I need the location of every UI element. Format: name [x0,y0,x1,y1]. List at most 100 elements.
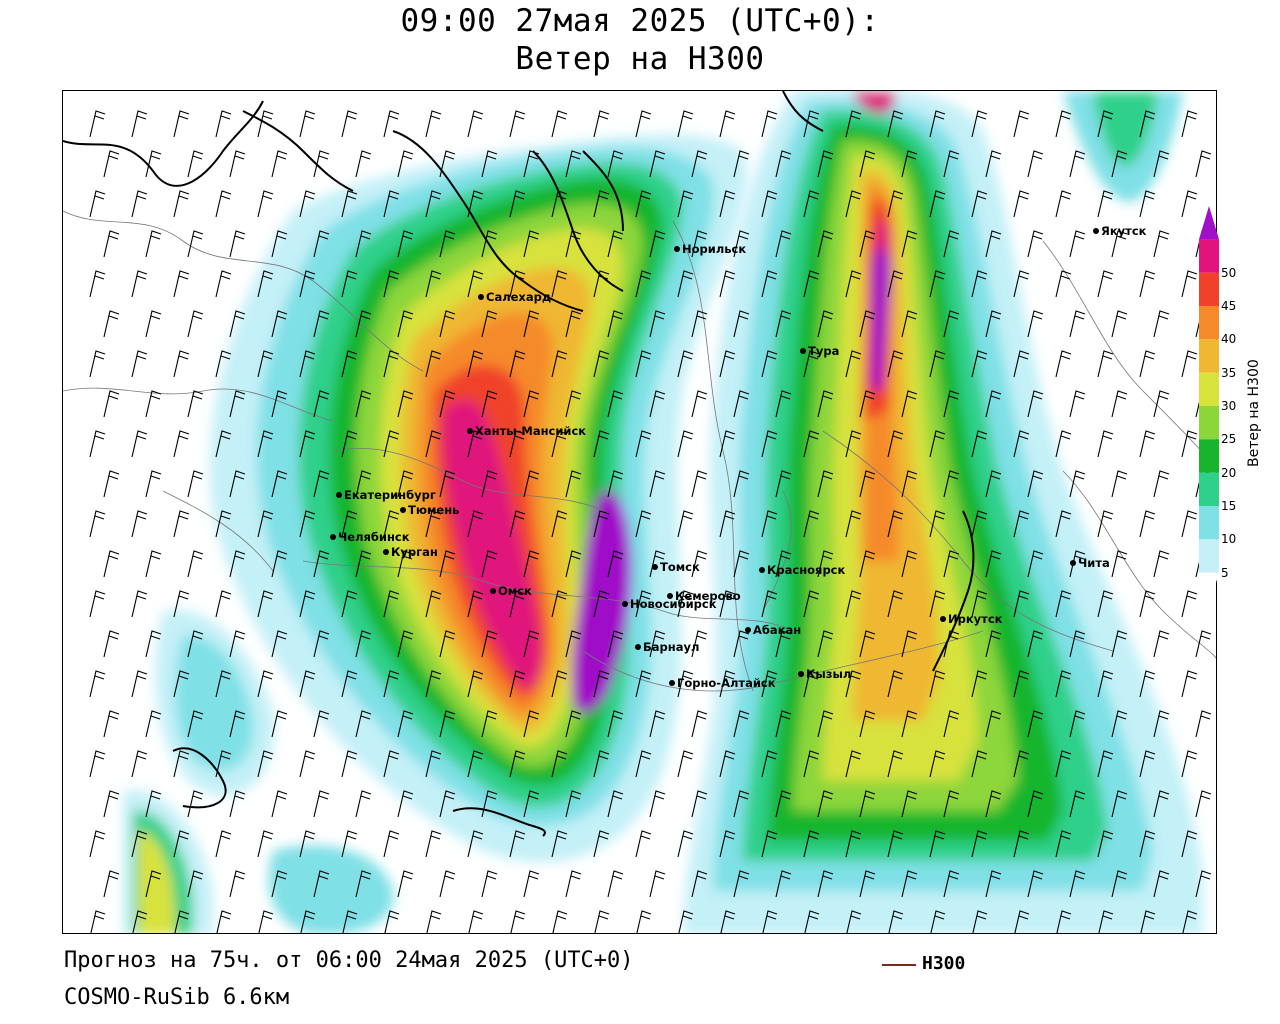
map-frame: Якутск Норильск Салехард Тура Ханты-Мансийск… [62,90,1217,934]
city-label: Томск [660,560,700,574]
wind-barb [733,310,750,338]
wind-barb [187,310,204,338]
wind-barb [313,390,330,418]
wind-barb [691,710,708,738]
wind-barb [481,790,498,818]
wind-barb [1181,510,1198,538]
colorbar [1199,206,1219,606]
wind-barb [1182,910,1198,933]
wind-barb [607,230,624,258]
wind-barb [355,630,372,658]
wind-barb [439,550,456,578]
wind-barb [1140,910,1156,933]
wind-barb [313,870,330,898]
wind-barb [971,750,988,778]
wind-barb [173,830,190,858]
wind-barb [523,310,540,338]
wind-barb [1097,350,1114,378]
wind-barb [271,310,288,338]
wind-barb [131,110,148,138]
wind-barb [397,550,414,578]
wind-barb [845,510,862,538]
wind-barb [383,750,400,778]
wind-barb [1013,190,1030,218]
wind-barb [761,110,778,138]
wind-barb [551,830,568,858]
wind-barb [691,470,708,498]
wind-barb [1111,550,1128,578]
wind-barb [1027,150,1044,178]
wind-barb [89,750,106,778]
wind-barb [341,190,358,218]
wind-barb [1195,150,1212,178]
wind-barb [859,550,876,578]
wind-barb [761,350,778,378]
wind-barb [383,670,400,698]
wind-barb [257,830,274,858]
wind-barb [215,510,232,538]
wind-barb [565,390,582,418]
wind-barb [341,430,358,458]
wind-barb [761,430,778,458]
wind-barb [887,750,904,778]
wind-barb [1153,630,1170,658]
wind-barb [565,150,582,178]
wind-barb [565,470,582,498]
wind-barb [523,150,540,178]
wind-barb [803,750,820,778]
wind-barb [173,510,190,538]
colorbar-tick-label: 5 [1221,565,1229,580]
wind-barb [594,910,610,933]
wind-barb [397,790,414,818]
wind-barb [299,190,316,218]
wind-barb [313,550,330,578]
wind-barb [887,270,904,298]
wind-barb [1069,150,1086,178]
wind-barb [943,230,960,258]
wind-barb [145,630,162,658]
wind-barb [90,910,106,933]
wind-barb [859,150,876,178]
wind-barb [145,150,162,178]
wind-barb [1055,110,1072,138]
wind-barb [817,230,834,258]
wind-barb [355,310,372,338]
wind-barb [677,350,694,378]
wind-barb [733,150,750,178]
wind-barb [257,190,274,218]
wind-barb [397,390,414,418]
wind-barb [859,310,876,338]
wind-barb [846,910,862,933]
wind-barb [691,390,708,418]
wind-barb [216,910,232,933]
wind-barb [635,270,652,298]
wind-barb [691,630,708,658]
wind-barb [1139,670,1156,698]
wind-barb [131,430,148,458]
wind-barb [271,630,288,658]
wind-barb [775,230,792,258]
city-dot [383,549,389,555]
wind-barb [845,190,862,218]
wind-barb [733,790,750,818]
wind-barb [1027,710,1044,738]
wind-barb [649,550,666,578]
wind-barb [341,830,358,858]
wind-barb [481,230,498,258]
wind-barb [985,390,1002,418]
city-dot [669,680,675,686]
wind-barb [1069,790,1086,818]
map-title-field: Ветер на H300 [515,41,765,77]
wind-barb [271,230,288,258]
wind-barb [804,910,820,933]
wind-barb [845,670,862,698]
city-label: Иркутск [948,612,1003,626]
wind-barb [635,830,652,858]
wind-barb [355,870,372,898]
colorbar-title: Ветер на H300 [1246,359,1262,467]
wind-barb [930,910,946,933]
wind-barb [187,630,204,658]
wind-barb [509,190,526,218]
wind-barb [271,470,288,498]
wind-barb [1181,350,1198,378]
